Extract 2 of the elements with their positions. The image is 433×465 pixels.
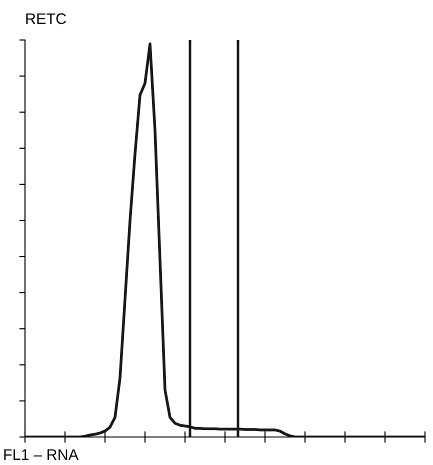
x-axis-title: FL1 – RNA (4, 449, 79, 460)
y-axis-title: RETC (26, 13, 66, 24)
